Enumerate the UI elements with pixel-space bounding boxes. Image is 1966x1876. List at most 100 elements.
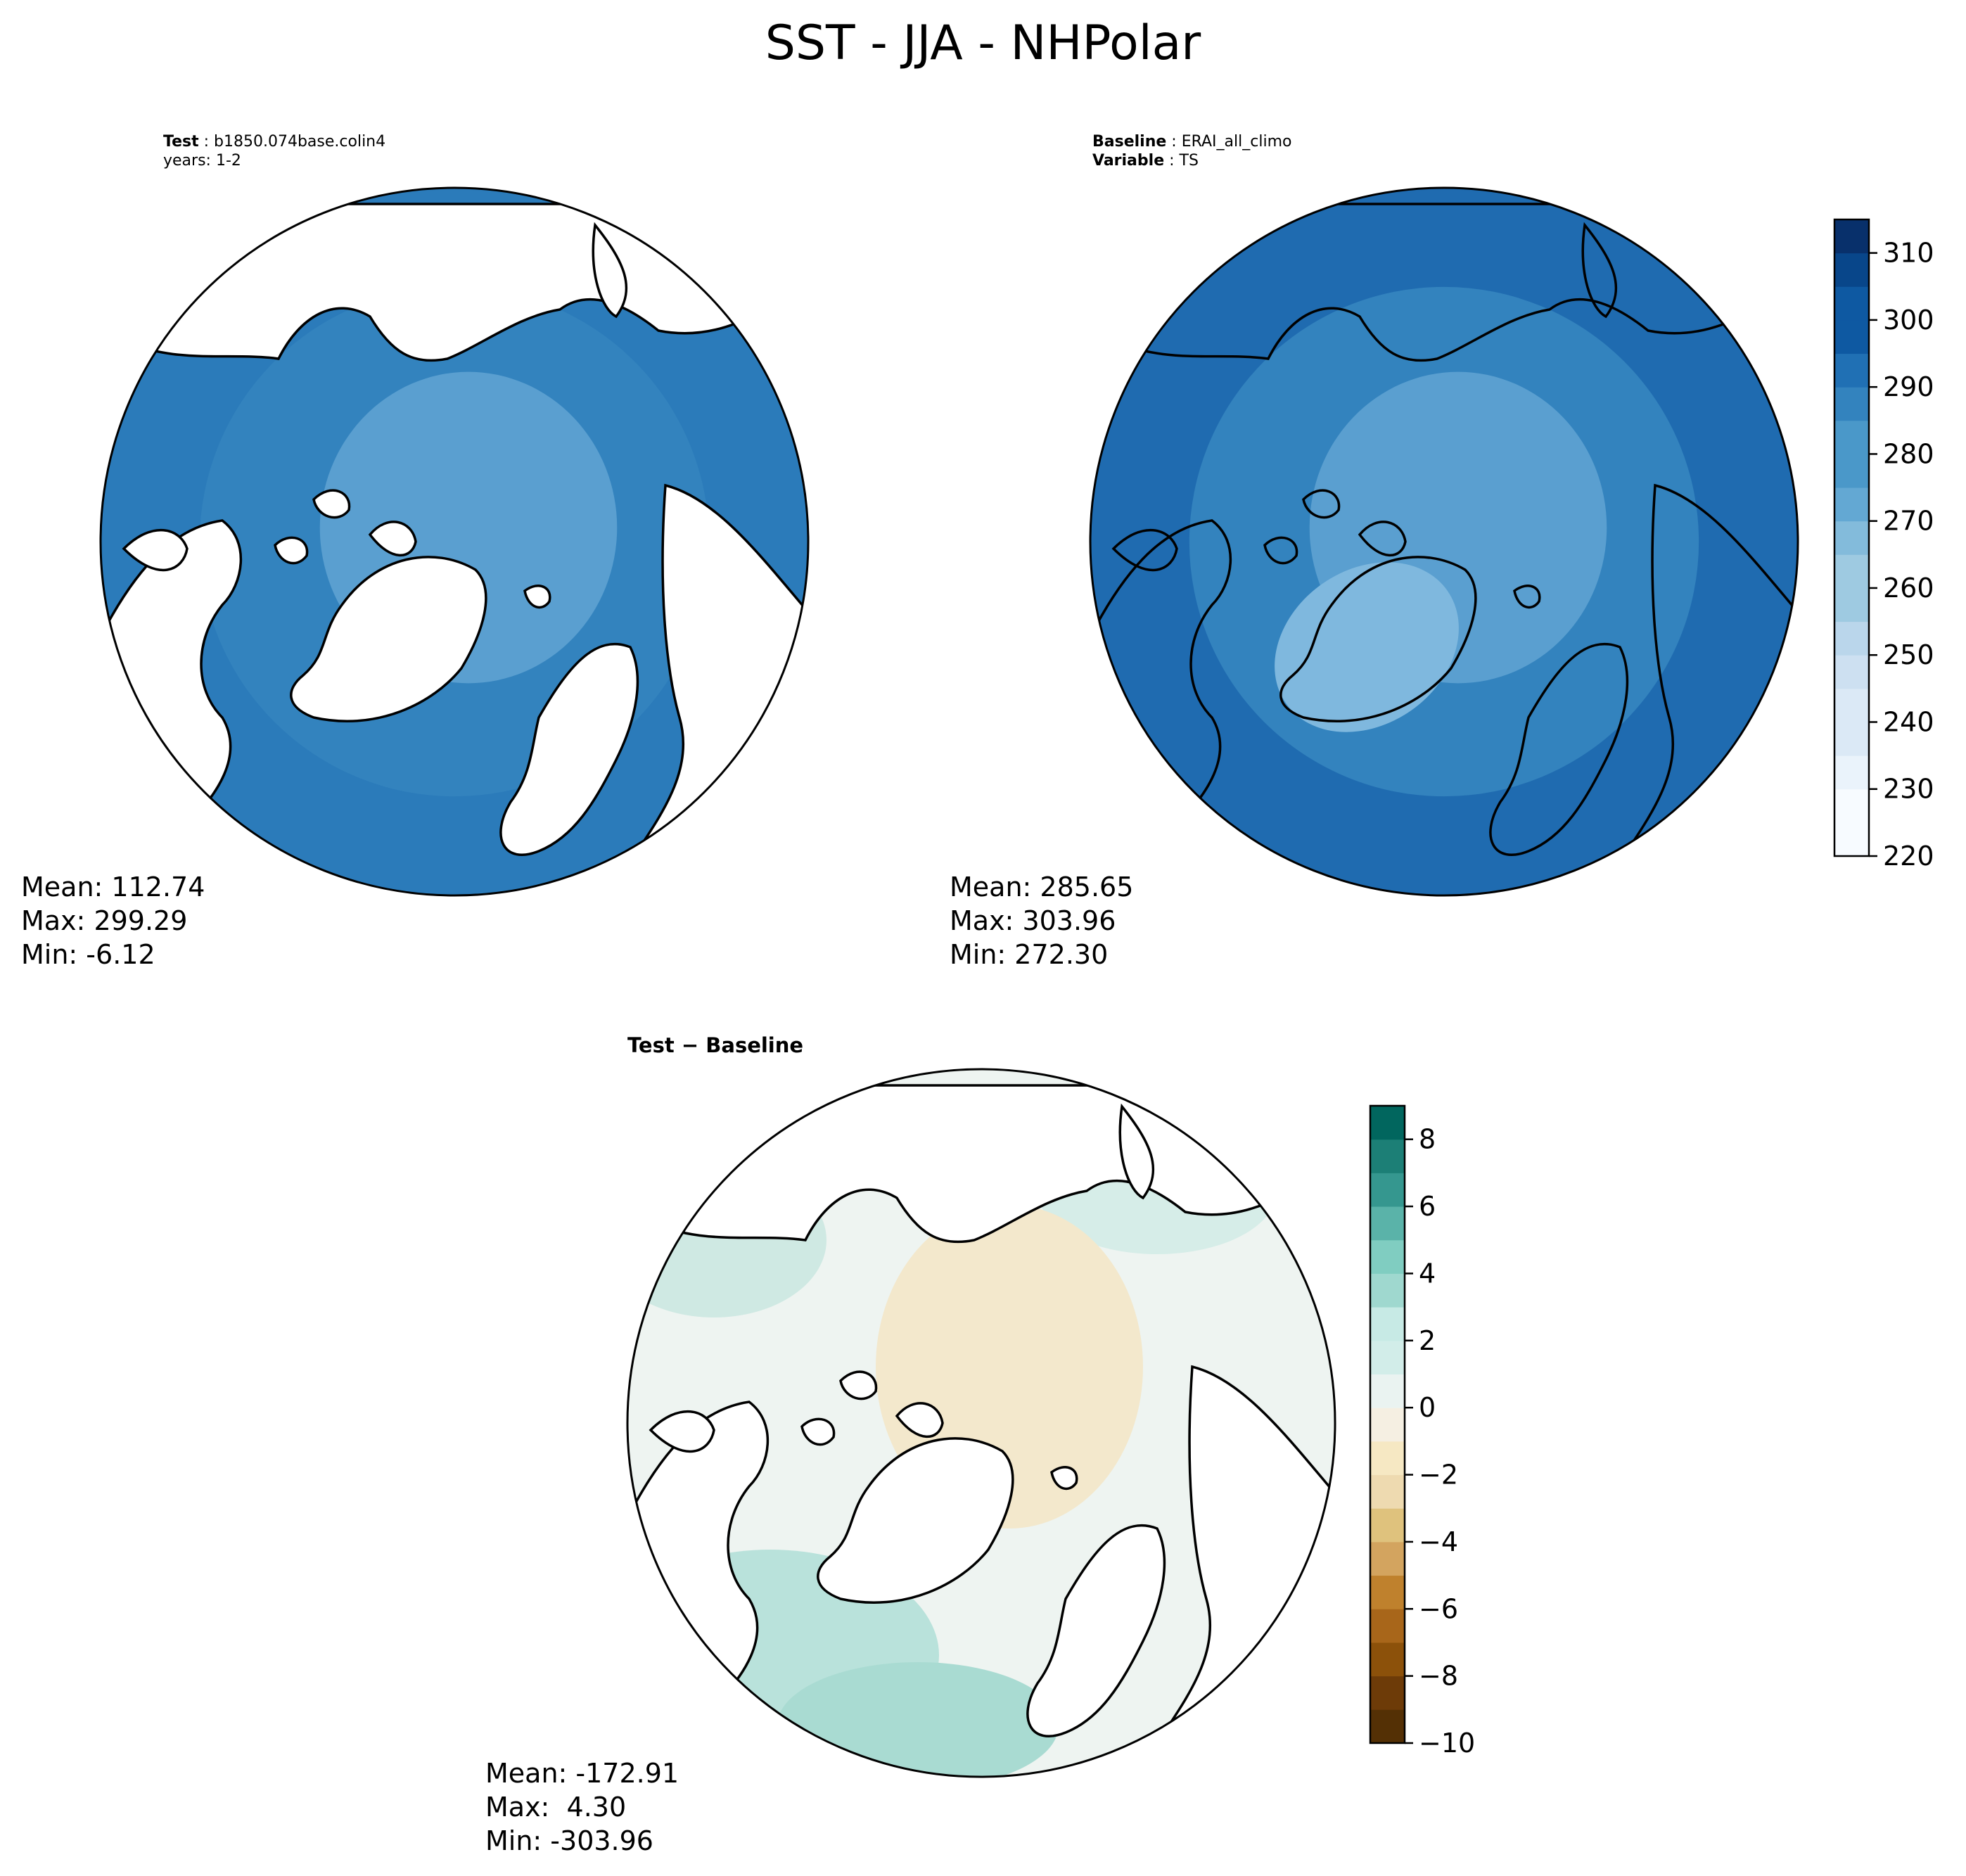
baseline-greenland-cold: [1275, 562, 1459, 732]
difference-stats: Mean: -172.91 Max: 4.30 Min: -303.96: [485, 1756, 679, 1858]
diff-colorbar-tick-label: −10: [1419, 1728, 1475, 1759]
blues-colorbar-level: [1834, 454, 1869, 488]
test-map-fill: [101, 188, 808, 895]
blues-colorbar-level: [1834, 487, 1869, 522]
test-header: Test : b1850.074base.colin4 years: 1-2: [163, 133, 386, 170]
diff-colorbar: −10 −8 −6 −4 −2 0 2 4 6 8: [1369, 1104, 1475, 1759]
test-map: [99, 186, 810, 897]
diff-patch-s: [777, 1662, 1059, 1777]
diff-colorbar-level: [1370, 1307, 1405, 1341]
blues-colorbar-level: [1834, 253, 1869, 287]
diff-colorbar-level: [1370, 1709, 1405, 1744]
diff-colorbar-level: [1370, 1676, 1405, 1710]
diff-colorbar-level: [1370, 1609, 1405, 1643]
diff-colorbar-tick-label: −2: [1419, 1460, 1458, 1491]
blues-colorbar-level: [1834, 554, 1869, 589]
blues-colorbar-level: [1834, 789, 1869, 823]
blues-colorbar-level: [1834, 319, 1869, 355]
blues-colorbar-tick-label: 310: [1883, 238, 1934, 269]
blues-colorbar-tick-label: 260: [1883, 573, 1934, 604]
difference-mean: Mean: -172.91: [485, 1758, 679, 1789]
diff-colorbar-level: [1370, 1408, 1405, 1442]
baseline-stats: Mean: 285.65 Max: 303.96 Min: 272.30: [950, 870, 1133, 971]
test-max: Max: 299.29: [21, 905, 188, 936]
baseline-header-value: ERAI_all_climo: [1181, 133, 1292, 151]
baseline-variable-key: Variable: [1092, 152, 1165, 170]
diff-colorbar-tick-label: 2: [1419, 1325, 1436, 1356]
blues-colorbar-level: [1834, 420, 1869, 454]
difference-min: Min: -303.96: [485, 1825, 653, 1856]
blues-colorbar-tick-label: 270: [1883, 506, 1934, 537]
diff-colorbar-level: [1370, 1508, 1405, 1543]
difference-title-left: Test: [627, 1033, 675, 1057]
test-stats: Mean: 112.74 Max: 299.29 Min: -6.12: [21, 870, 205, 971]
diff-colorbar-level: [1370, 1139, 1405, 1173]
diff-colorbar-level: [1370, 1541, 1405, 1576]
baseline-header: Baseline : ERAI_all_climo Variable : TS: [1092, 133, 1292, 170]
baseline-header-key: Baseline: [1092, 133, 1167, 151]
diff-colorbar-level: [1370, 1575, 1405, 1609]
test-min: Min: -6.12: [21, 939, 155, 970]
diff-map-boundary: [626, 1068, 1336, 1778]
blues-colorbar-level: [1834, 587, 1869, 623]
blues-colorbar-tick-label: 230: [1883, 774, 1934, 805]
baseline-map-fill: [1090, 188, 1798, 895]
difference-title: Test − Baseline: [627, 1033, 803, 1057]
blues-colorbar-level: [1834, 219, 1869, 254]
diff-colorbar-tick-label: 6: [1419, 1191, 1436, 1222]
test-header-years: years: 1-2: [163, 152, 241, 170]
diff-colorbar-level: [1370, 1474, 1405, 1509]
blues-colorbar-tick-label: 280: [1883, 438, 1934, 469]
blues-colorbar-tick-label: 290: [1883, 371, 1934, 402]
diff-colorbar-tick-label: 8: [1419, 1124, 1436, 1155]
test-header-key: Test: [163, 133, 199, 151]
diff-colorbar-tick-label: 4: [1419, 1258, 1436, 1289]
diff-colorbar-tick-label: −8: [1419, 1661, 1458, 1692]
blues-colorbar-level: [1834, 521, 1869, 555]
blues-colorbar-level: [1834, 655, 1869, 689]
diff-map: [626, 1068, 1336, 1778]
baseline-variable-value: TS: [1179, 152, 1199, 170]
blues-colorbar-level: [1834, 387, 1869, 421]
baseline-map-boundary: [1089, 186, 1799, 897]
difference-title-sep: −: [681, 1033, 699, 1057]
diff-colorbar-level: [1370, 1441, 1405, 1476]
blues-colorbar-level: [1834, 353, 1869, 388]
baseline-max: Max: 303.96: [950, 905, 1116, 936]
diff-colorbar-level: [1370, 1340, 1405, 1374]
blues-colorbar-tick-label: 240: [1883, 706, 1934, 737]
difference-max: Max: 4.30: [485, 1792, 627, 1823]
blues-colorbar-frame: [1833, 218, 1870, 857]
diff-colorbar-level: [1370, 1239, 1405, 1274]
blues-colorbar-level: [1834, 722, 1869, 756]
difference-title-right: Baseline: [706, 1033, 804, 1057]
diff-colorbar-level: [1370, 1106, 1405, 1140]
baseline-min: Min: 272.30: [950, 939, 1109, 970]
blues-colorbar-tick-label: 220: [1883, 841, 1934, 872]
baseline-map: [1089, 186, 1799, 897]
diff-colorbar-level: [1370, 1206, 1405, 1241]
blues-colorbar-level: [1834, 755, 1869, 790]
diff-colorbar-level: [1370, 1642, 1405, 1677]
diff-colorbar-tick-label: −4: [1419, 1526, 1458, 1557]
diff-colorbar-level: [1370, 1374, 1405, 1408]
figure-title: SST - JJA - NHPolar: [765, 15, 1201, 71]
blues-colorbar-tick-label: 300: [1883, 305, 1934, 336]
test-header-value: b1850.074base.colin4: [214, 133, 386, 151]
blues-colorbar: 220 230 240 250 260 270 280 290 300 310: [1833, 218, 1934, 872]
blues-colorbar-level: [1834, 822, 1869, 857]
blues-colorbar-level: [1834, 286, 1869, 321]
blues-colorbar-level: [1834, 688, 1869, 722]
diff-colorbar-tick-label: −6: [1419, 1593, 1458, 1624]
blues-colorbar-tick-label: 250: [1883, 639, 1934, 670]
blues-colorbar-level: [1834, 621, 1869, 656]
baseline-mean: Mean: 285.65: [950, 872, 1134, 902]
test-map-boundary: [99, 186, 810, 897]
diff-colorbar-tick-label: 0: [1419, 1392, 1436, 1423]
diff-colorbar-frame: [1369, 1104, 1406, 1744]
test-mean: Mean: 112.74: [21, 872, 205, 902]
diff-colorbar-level: [1370, 1173, 1405, 1207]
diff-map-fill: [627, 1069, 1335, 1777]
diff-colorbar-level: [1370, 1273, 1405, 1308]
